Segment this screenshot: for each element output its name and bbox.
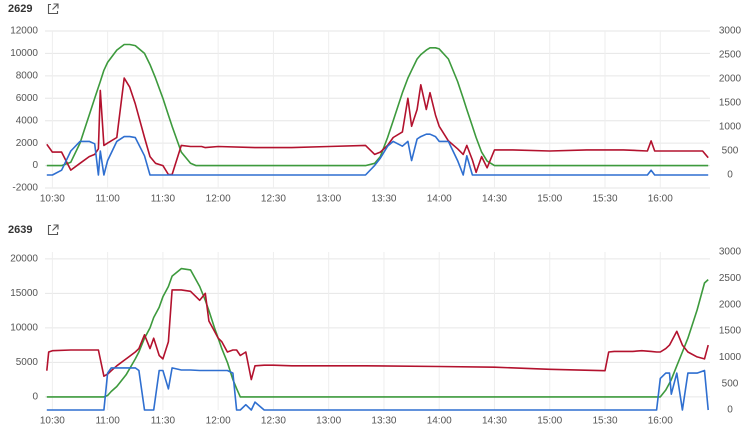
series-line [46, 367, 709, 411]
y-tick-label: 12000 [10, 26, 38, 37]
x-tick-label: 14:30 [482, 416, 507, 427]
x-tick-label: 14:30 [482, 194, 507, 205]
x-tick-label: 16:00 [648, 194, 673, 205]
y-tick-label: 8000 [16, 70, 39, 81]
external-link-icon[interactable] [47, 3, 59, 15]
x-tick-label: 11:00 [95, 416, 120, 427]
y2-tick-label: 0 [727, 405, 733, 416]
y-tick-label: 4000 [16, 115, 39, 126]
y2-tick-label: 1000 [719, 122, 742, 133]
x-tick-label: 13:30 [371, 416, 396, 427]
x-tick-label: 15:30 [592, 194, 617, 205]
y2-tick-label: 3000 [719, 26, 742, 37]
y-tick-label: 10000 [10, 48, 38, 59]
y-tick-label: 5000 [16, 357, 39, 368]
y-tick-label: 2000 [16, 138, 39, 149]
y2-tick-label: 0 [727, 170, 733, 181]
series-line [46, 289, 709, 381]
panel-title: 2629 [8, 3, 32, 15]
x-tick-label: 11:30 [151, 416, 176, 427]
x-tick-label: 16:00 [648, 416, 673, 427]
x-tick-label: 12:00 [206, 416, 231, 427]
series-line [46, 133, 709, 176]
y2-tick-label: 1500 [719, 326, 742, 337]
y2-tick-label: 2000 [719, 299, 742, 310]
panel-title: 2639 [8, 224, 32, 236]
y-tick-label: 20000 [10, 254, 38, 265]
x-tick-label: 12:30 [261, 194, 286, 205]
x-tick-label: 13:00 [316, 416, 341, 427]
y2-tick-label: 500 [722, 146, 739, 157]
x-tick-label: 14:00 [427, 194, 452, 205]
y-tick-label: -2000 [12, 183, 38, 194]
external-link-icon[interactable] [47, 224, 59, 236]
series-line [46, 267, 709, 398]
y2-tick-label: 1500 [719, 98, 742, 109]
series-line [46, 77, 709, 176]
y-tick-label: 15000 [10, 288, 38, 299]
y-tick-label: 10000 [10, 323, 38, 334]
x-tick-label: 15:30 [592, 416, 617, 427]
y2-tick-label: 500 [722, 378, 739, 389]
x-tick-label: 10:30 [40, 194, 65, 205]
x-tick-label: 15:00 [537, 194, 562, 205]
x-tick-label: 11:30 [151, 194, 176, 205]
x-tick-label: 14:00 [427, 416, 452, 427]
y2-tick-label: 3000 [719, 247, 742, 258]
x-tick-label: 11:00 [95, 194, 120, 205]
y-tick-label: 0 [32, 392, 38, 403]
x-tick-label: 13:30 [371, 194, 396, 205]
series-line [46, 43, 709, 167]
y2-tick-label: 2000 [719, 74, 742, 85]
y-tick-label: 6000 [16, 93, 39, 104]
x-tick-label: 13:00 [316, 194, 341, 205]
y2-tick-label: 2500 [719, 50, 742, 61]
x-tick-label: 15:00 [537, 416, 562, 427]
x-tick-label: 10:30 [40, 416, 65, 427]
y2-tick-label: 1000 [719, 352, 742, 363]
y2-tick-label: 2500 [719, 273, 742, 284]
x-tick-label: 12:30 [261, 416, 286, 427]
x-tick-label: 12:00 [206, 194, 231, 205]
y-tick-label: 0 [32, 160, 38, 171]
